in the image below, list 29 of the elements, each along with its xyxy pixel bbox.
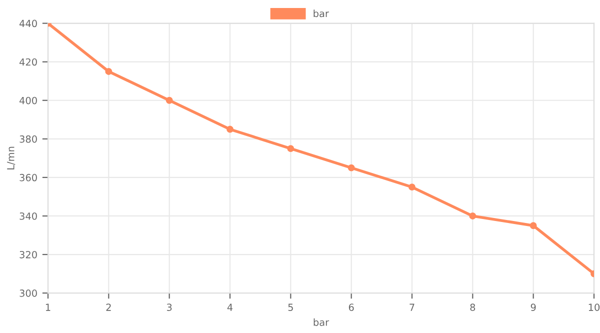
y-tick-label: 320	[20, 250, 37, 258]
y-tick-label: 340	[20, 212, 37, 220]
x-tick-label: 5	[288, 304, 293, 311]
point	[105, 68, 112, 75]
y-tick-label: 440	[20, 20, 37, 28]
point	[287, 145, 294, 152]
y-tick-label: 360	[20, 174, 37, 182]
point	[348, 164, 355, 172]
point	[469, 212, 476, 220]
x-tick-label: 3	[166, 304, 172, 311]
x-tick-label: 7	[410, 304, 414, 311]
point	[226, 126, 234, 133]
x-tick-label: 1	[46, 304, 50, 311]
point	[166, 96, 173, 104]
legend-label: bar	[314, 10, 329, 18]
point	[530, 222, 537, 230]
x-tick-label: 2	[106, 304, 111, 311]
x-tick-label: 6	[348, 304, 354, 311]
y-axis-title: L/mn	[7, 146, 16, 170]
x-tick-label: 8	[470, 304, 476, 311]
x-axis-title: bar	[314, 318, 330, 326]
x-tick-label: 4	[227, 304, 233, 311]
y-tick-label: 380	[20, 135, 37, 143]
y-tick-label: 300	[20, 290, 37, 297]
point	[408, 184, 416, 191]
x-tick-label: 10	[588, 304, 600, 311]
y-tick-label: 420	[20, 58, 37, 66]
y-tick-label: 400	[20, 96, 37, 104]
x-tick-label: 9	[530, 304, 536, 311]
